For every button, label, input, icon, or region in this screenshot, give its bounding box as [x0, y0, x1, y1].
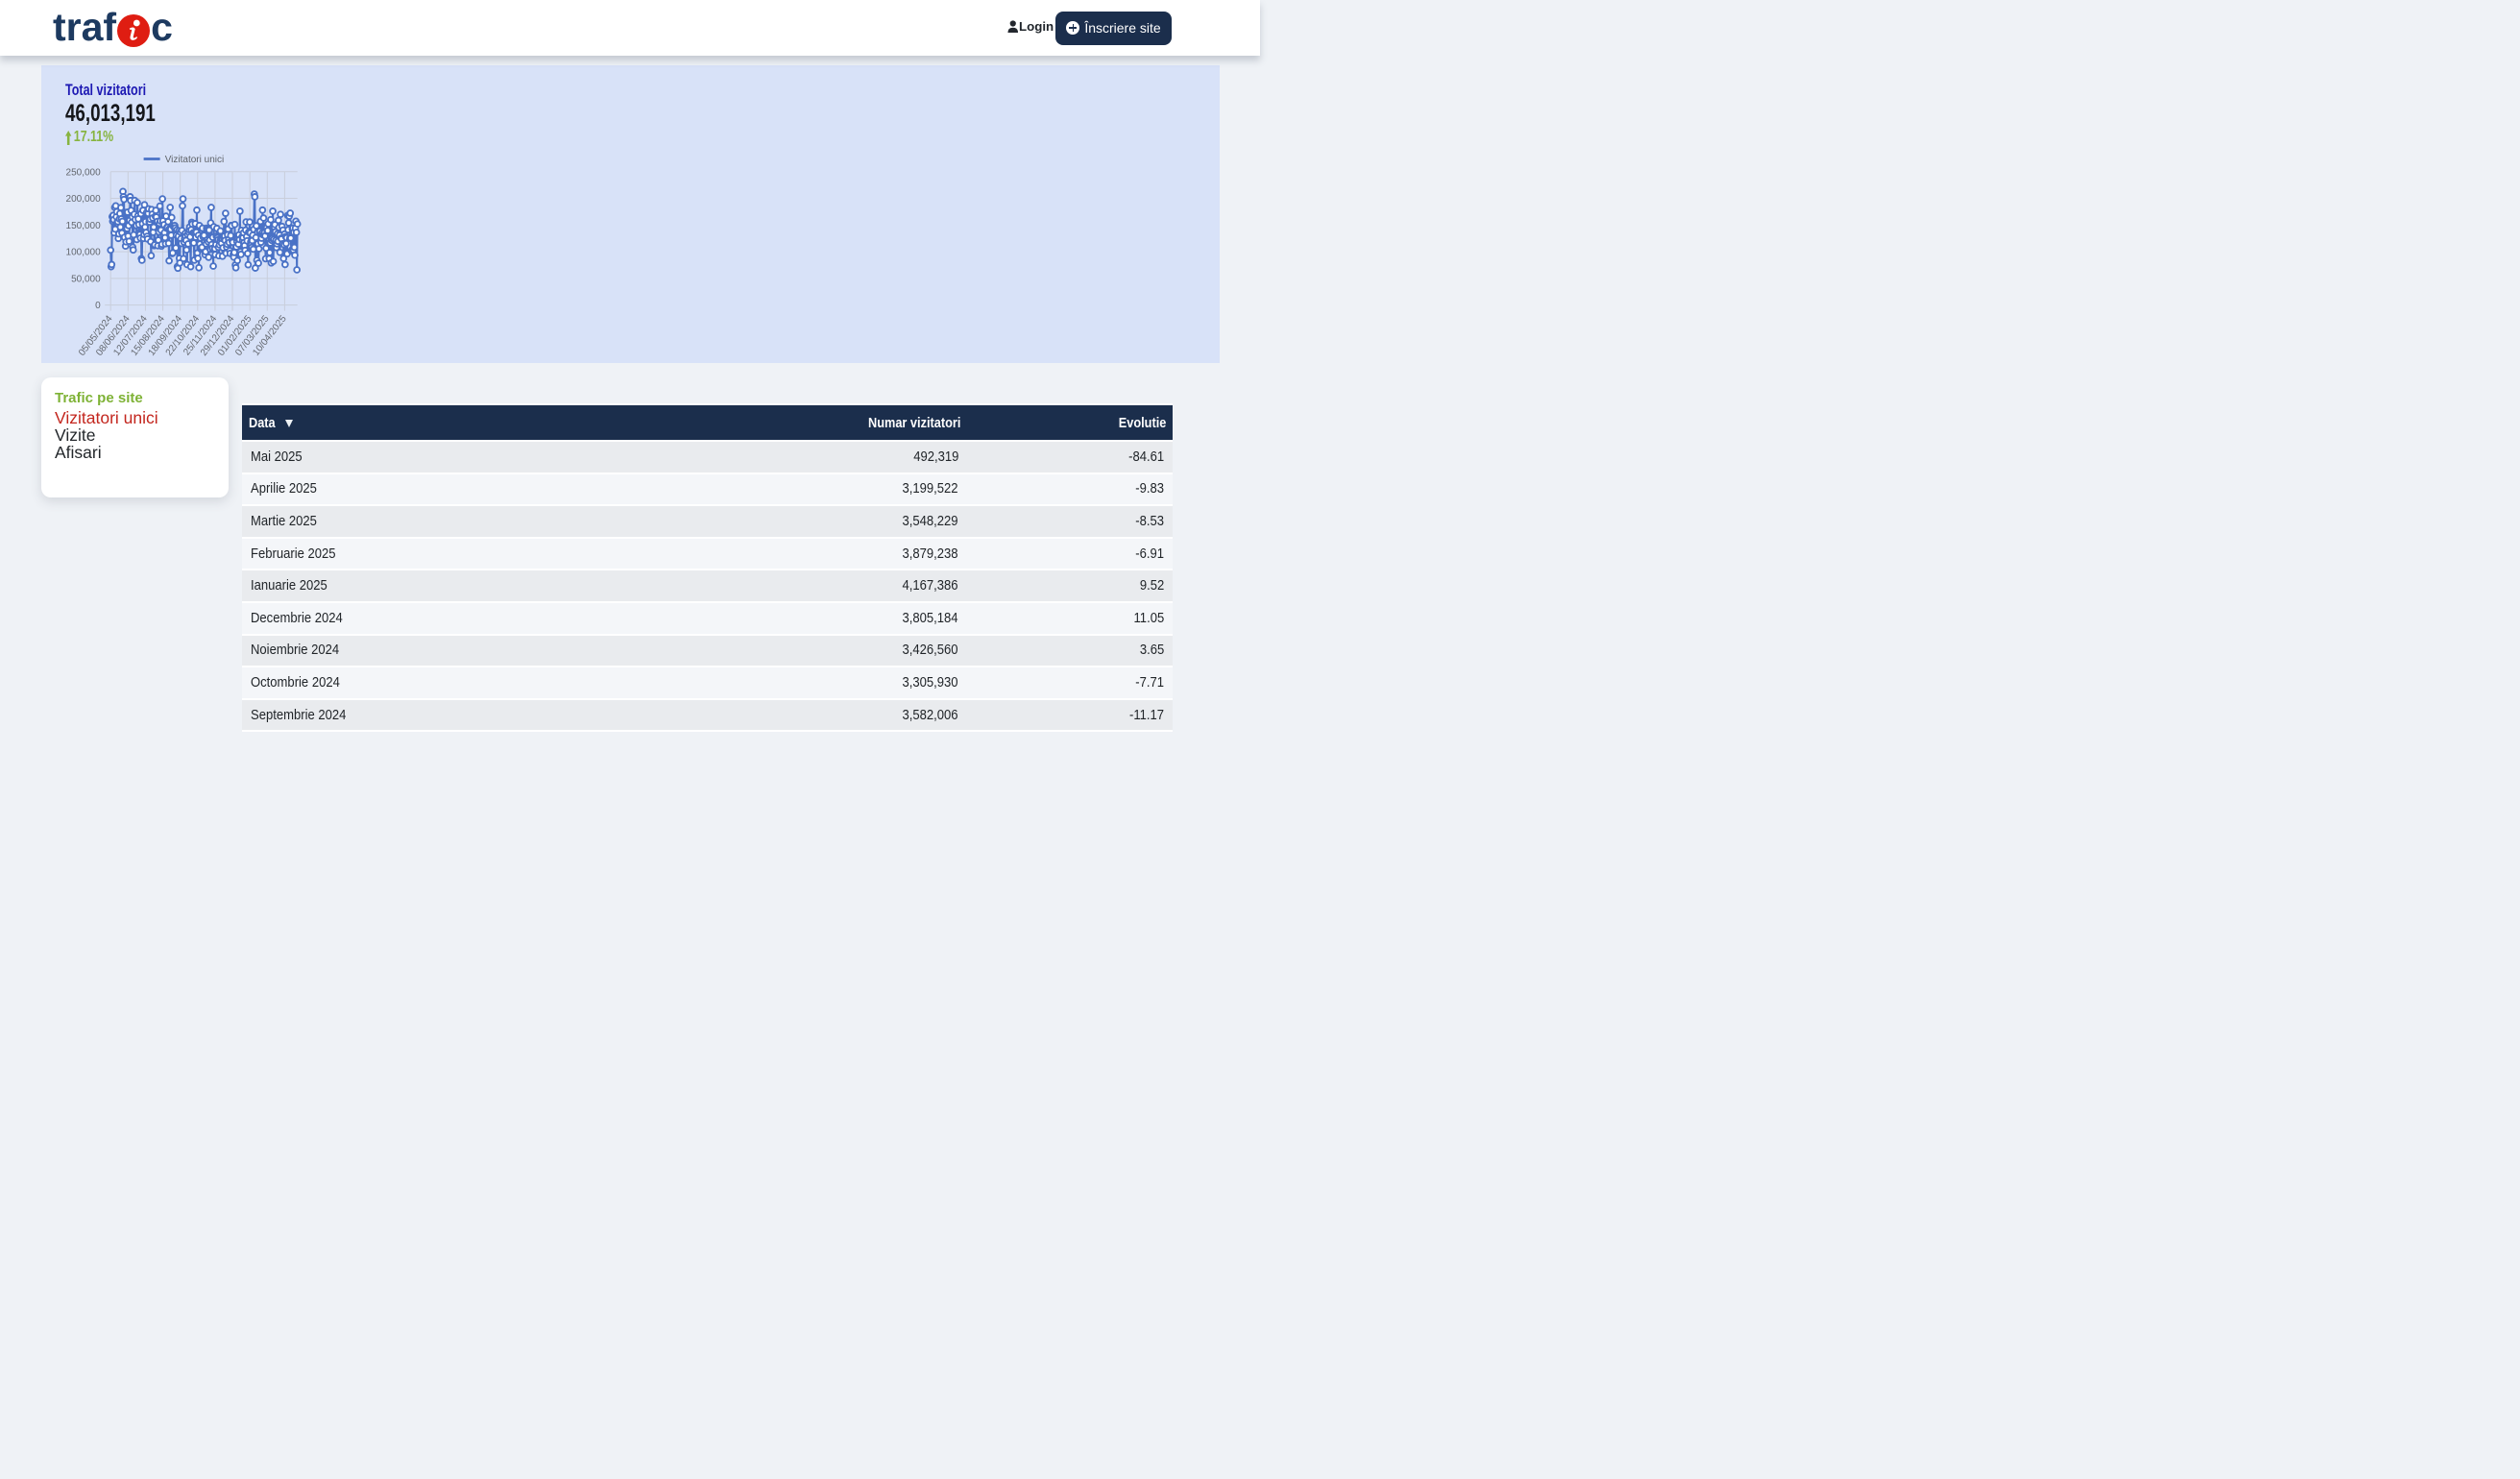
svg-text:50,000: 50,000 [71, 274, 101, 284]
svg-text:200,000: 200,000 [66, 194, 102, 205]
svg-text:Vizitatori unici: Vizitatori unici [165, 155, 225, 165]
svg-text:100,000: 100,000 [66, 247, 102, 257]
svg-text:0: 0 [95, 301, 101, 311]
svg-text:250,000: 250,000 [66, 167, 102, 178]
svg-text:150,000: 150,000 [66, 220, 102, 230]
